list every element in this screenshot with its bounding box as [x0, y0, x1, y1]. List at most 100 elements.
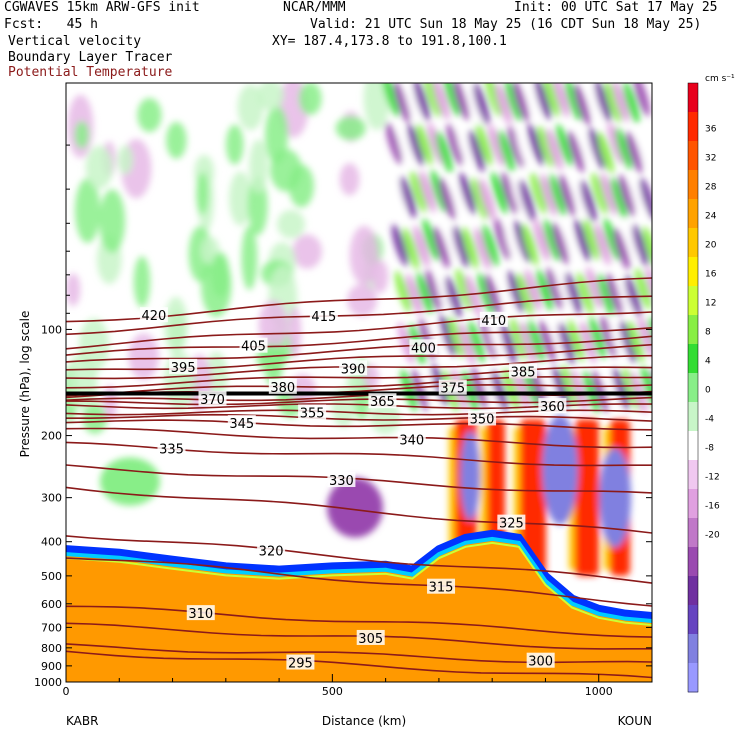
- theta-contour-label: 360: [540, 400, 565, 415]
- y-tick-label: 300: [41, 492, 62, 505]
- colorbar-tick-label: 32: [705, 154, 716, 164]
- colorbar-swatch: [688, 344, 698, 374]
- theta-contour-label: 310: [188, 607, 213, 622]
- colorbar-swatch: [688, 315, 698, 345]
- colorbar-swatch: [688, 576, 698, 606]
- theta-contour-label: 415: [311, 310, 336, 325]
- theta-contour: [66, 343, 652, 371]
- theta-contour-label: 345: [229, 417, 254, 432]
- colorbar-tick-label: 0: [705, 386, 711, 396]
- theta-contour: [66, 327, 652, 356]
- theta-contour-label: 370: [200, 393, 225, 408]
- colorbar-tick-label: -4: [705, 415, 714, 425]
- colorbar-tick-label: 36: [705, 125, 717, 135]
- colorbar-swatch: [688, 547, 698, 577]
- x-end-station: KOUN: [618, 714, 652, 728]
- theta-contour-label: 395: [171, 361, 196, 376]
- theta-contour: [66, 486, 652, 534]
- theta-contour: [66, 366, 652, 389]
- y-axis-label: Pressure (hPa), log scale: [18, 311, 32, 458]
- y-tick-label: 600: [41, 598, 62, 611]
- theta-contour-label: 420: [141, 309, 166, 324]
- colorbar-tick-label: -16: [705, 502, 720, 512]
- colorbar-swatch: [688, 228, 698, 258]
- y-tick-label: 100: [41, 323, 62, 336]
- colorbar-swatch: [688, 112, 698, 142]
- field-boundary-layer-tracer: Boundary Layer Tracer: [8, 50, 173, 65]
- theta-contour: [66, 605, 652, 638]
- theta-contour: [66, 311, 652, 350]
- colorbar-unit: cm s⁻¹: [705, 74, 735, 84]
- colorbar-swatch: [688, 402, 698, 432]
- theta-contour-label: 410: [481, 314, 506, 329]
- colorbar-tick-label: 4: [705, 357, 711, 367]
- theta-contour: [66, 335, 652, 363]
- theta-contour-label: 355: [300, 406, 325, 421]
- colorbar-swatch: [688, 634, 698, 664]
- colorbar-tick-label: -12: [705, 473, 720, 483]
- colorbar-frame: [687, 82, 699, 693]
- x-tick-label: 1000: [585, 685, 613, 698]
- theta-contour: [66, 413, 652, 422]
- colorbar-swatch: [688, 431, 698, 461]
- theta-contour-label: 325: [499, 517, 524, 532]
- theta-contour-label: 350: [470, 412, 495, 427]
- valid-time: Valid: 21 UTC Sun 18 May 25 (16 CDT Sun …: [310, 17, 702, 32]
- theta-contour-label: 375: [440, 382, 465, 397]
- theta-contour-label: 400: [411, 341, 436, 356]
- cross-section-coords: XY= 187.4,173.8 to 191.8,100.1: [272, 34, 507, 49]
- colorbar-swatch: [688, 460, 698, 490]
- init-time: Init: 00 UTC Sat 17 May 25: [514, 0, 718, 15]
- y-tick-label: 800: [41, 642, 62, 655]
- y-axis: 100 200 300 400 500 600 700 800 900 1000: [34, 82, 652, 689]
- theta-contour-label: 315: [429, 581, 454, 596]
- y-tick-label: 500: [41, 570, 62, 583]
- theta-contour: [66, 535, 652, 584]
- theta-contour-label: 380: [270, 381, 295, 396]
- colorbar-swatch: [688, 605, 698, 635]
- theta-contour-label: 405: [241, 340, 266, 355]
- model-title: CGWAVES 15km ARW-GFS init: [4, 0, 200, 15]
- theta-contour-label: 330: [329, 474, 354, 489]
- theta-contour: [66, 650, 652, 679]
- colorbar-swatch: [688, 286, 698, 316]
- theta-contour: [66, 295, 652, 336]
- colorbar-swatch: [688, 373, 698, 403]
- theta-contour: [66, 375, 652, 397]
- colorbar-tick-label: 16: [705, 270, 717, 280]
- x-tick-label: 0: [63, 685, 70, 698]
- colorbar: 36 32 28 24 20 16 12 8 4 0 -4 -8 -12 -16 -20: [687, 82, 720, 693]
- colorbar-tick-label: -8: [705, 444, 714, 454]
- y-tick-label: 400: [41, 536, 62, 549]
- theta-contour-label: 365: [370, 395, 395, 410]
- theta-contour-label: 385: [511, 365, 536, 380]
- theta-contour-label: 320: [259, 545, 284, 560]
- y-tick-label: 700: [41, 621, 62, 634]
- x-axis: 0 500 1000: [63, 674, 653, 698]
- x-tick-label: 500: [322, 685, 343, 698]
- colorbar-tick-label: 8: [705, 328, 711, 338]
- theta-contour-label: 295: [288, 657, 313, 672]
- colorbar-swatch: [688, 141, 698, 171]
- colorbar-swatch: [688, 83, 698, 113]
- colorbar-tick-label: 28: [705, 183, 717, 193]
- y-tick-label: 900: [41, 660, 62, 673]
- theta-contour: [66, 419, 652, 431]
- x-axis-label: Distance (km): [322, 714, 406, 728]
- y-tick-label: 1000: [34, 676, 62, 689]
- theta-contour-labels: 420 415 410 405 400 395 390 385 380 375 370 365 360 3…: [139, 307, 567, 672]
- colorbar-swatch: [688, 170, 698, 200]
- theta-contour: [66, 464, 652, 494]
- theta-contour-label: 305: [358, 632, 383, 647]
- plot-area: 420 415 410 405 400 395 390 385 380 375 370 365 360 3…: [66, 83, 652, 682]
- field-vertical-velocity: Vertical velocity: [8, 34, 142, 49]
- theta-contour: [66, 427, 652, 449]
- forecast-hour: Fcst: 45 h: [4, 17, 98, 32]
- x-start-station: KABR: [66, 714, 98, 728]
- colorbar-swatch: [688, 663, 698, 693]
- theta-contour-label: 390: [341, 362, 366, 377]
- theta-contour: [66, 557, 652, 607]
- field-potential-temperature: Potential Temperature: [8, 65, 173, 80]
- colorbar-swatch: [688, 518, 698, 548]
- colorbar-tick-label: -20: [705, 531, 720, 541]
